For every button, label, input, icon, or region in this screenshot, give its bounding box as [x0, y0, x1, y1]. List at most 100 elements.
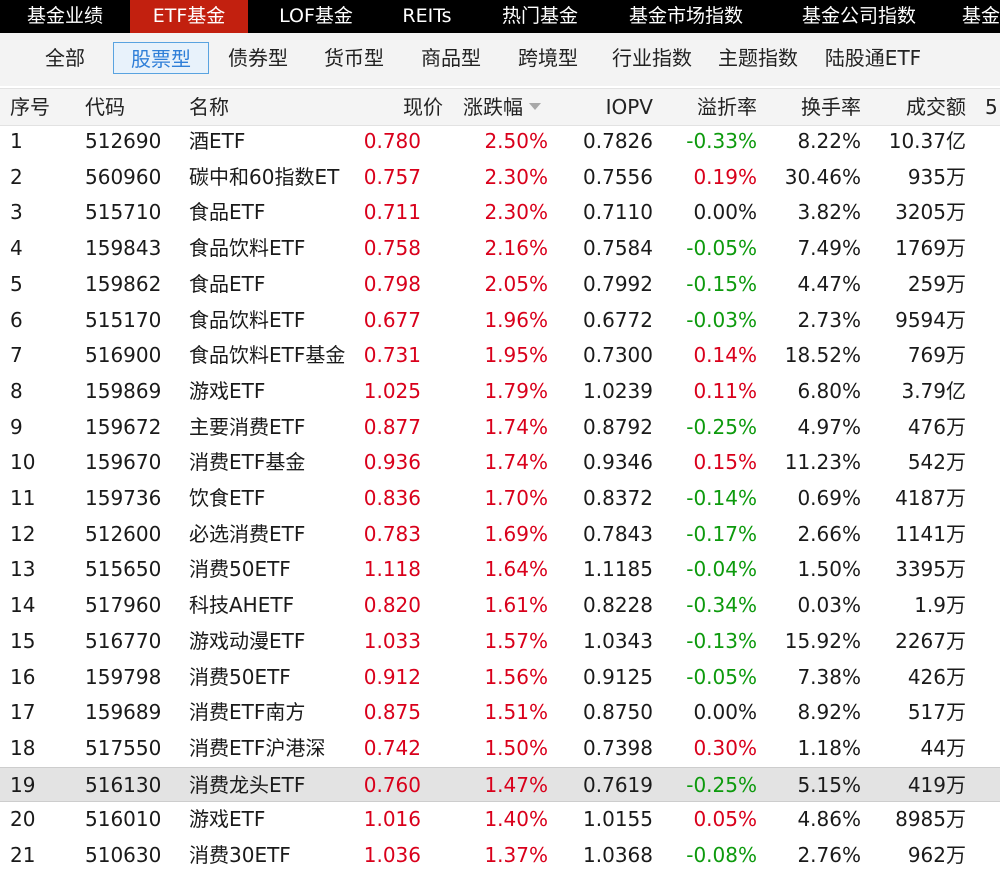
table-row[interactable]: 2 560960 碳中和60指数ET 0.757 2.30% 0.7556 0.19% 30.…	[0, 160, 1000, 196]
table-row[interactable]: 17 159689 消费ETF南方 0.875 1.51% 0.8750 0.00% 8.92…	[0, 695, 1000, 731]
table-row[interactable]: 21 510630 消费30ETF 1.036 1.37% 1.0368 -0.08% 2.7…	[0, 838, 1000, 874]
cell-name: 游戏ETF	[189, 378, 266, 403]
cell-price: 0.877	[363, 414, 421, 439]
cell-no: 10	[10, 450, 36, 475]
subtab-theme-index[interactable]: 主题指数	[718, 46, 798, 70]
cell-volume: 476万	[907, 414, 966, 439]
table-row[interactable]: 19 516130 消费龙头ETF 0.760 1.47% 0.7619 -0.25% 5.1…	[0, 766, 1000, 803]
cell-iopv: 0.7300	[583, 343, 653, 368]
cell-turnover: 1.50%	[797, 557, 861, 582]
cell-turnover: 7.38%	[797, 664, 861, 689]
col-header-name[interactable]: 名称	[189, 95, 229, 119]
table-row[interactable]: 1 512690 酒ETF 0.780 2.50% 0.7826 -0.33% 8.22% 10…	[0, 124, 1000, 160]
cell-name: 碳中和60指数ET	[189, 164, 340, 189]
cell-premium: -0.13%	[686, 628, 757, 653]
cell-price: 0.760	[363, 772, 421, 797]
table-row[interactable]: 10 159670 消费ETF基金 0.936 1.74% 0.9346 0.15% 11.2…	[0, 445, 1000, 481]
cell-iopv: 1.0343	[583, 628, 653, 653]
cell-price: 0.742	[363, 735, 421, 760]
cell-volume: 2267万	[895, 628, 966, 653]
cell-iopv: 0.8750	[583, 700, 653, 725]
cell-name: 食品饮料ETF基金	[189, 343, 346, 368]
cell-turnover: 7.49%	[797, 236, 861, 261]
cell-iopv: 0.8792	[583, 414, 653, 439]
col-header-turnover[interactable]: 换手率	[801, 95, 861, 119]
cell-premium: -0.25%	[686, 772, 757, 797]
cell-name: 消费ETF南方	[189, 700, 306, 725]
table-row[interactable]: 3 515710 食品ETF 0.711 2.30% 0.7110 0.00% 3.82% 32…	[0, 195, 1000, 231]
cell-no: 16	[10, 664, 36, 689]
col-header-premium[interactable]: 溢折率	[697, 95, 757, 119]
cell-price: 0.711	[363, 200, 421, 225]
table-row[interactable]: 7 516900 食品饮料ETF基金 0.731 1.95% 0.7300 0.14% 18.…	[0, 338, 1000, 374]
cell-iopv: 0.6772	[583, 307, 653, 332]
cell-change: 1.50%	[484, 735, 548, 760]
tab-etf-fund[interactable]: ETF基金	[130, 0, 248, 33]
cell-volume: 517万	[907, 700, 966, 725]
tab-fund-company-index[interactable]: 基金公司指数	[801, 5, 916, 27]
cell-iopv: 0.9125	[583, 664, 653, 689]
table-row[interactable]: 18 517550 消费ETF沪港深 0.742 1.50% 0.7398 0.30% 1.1…	[0, 731, 1000, 767]
table-row[interactable]: 6 515170 食品饮料ETF 0.677 1.96% 0.6772 -0.03% 2.73…	[0, 303, 1000, 339]
cell-no: 3	[10, 200, 23, 225]
cell-price: 0.731	[363, 343, 421, 368]
col-header-extra[interactable]: 5	[985, 95, 998, 119]
table-row[interactable]: 14 517960 科技AHETF 0.820 1.61% 0.8228 -0.34% 0.0…	[0, 588, 1000, 624]
cell-no: 13	[10, 557, 36, 582]
table-row[interactable]: 12 512600 必选消费ETF 0.783 1.69% 0.7843 -0.17% 2.6…	[0, 517, 1000, 553]
cell-code: 512690	[85, 129, 162, 153]
col-header-price[interactable]: 现价	[403, 95, 443, 119]
cell-code: 517550	[85, 735, 162, 760]
subtab-money[interactable]: 货币型	[324, 46, 384, 70]
table-row[interactable]: 4 159843 食品饮料ETF 0.758 2.16% 0.7584 -0.05% 7.49…	[0, 231, 1000, 267]
tab-fund-performance[interactable]: 基金业绩	[26, 5, 103, 27]
cell-turnover: 4.97%	[797, 414, 861, 439]
cell-change: 1.57%	[484, 628, 548, 653]
cell-code: 159869	[85, 378, 162, 403]
cell-price: 0.836	[363, 486, 421, 510]
col-header-iopv[interactable]: IOPV	[605, 95, 653, 119]
subtab-industry-index[interactable]: 行业指数	[612, 46, 692, 70]
tab-hot-funds[interactable]: 热门基金	[501, 5, 578, 27]
table-row[interactable]: 8 159869 游戏ETF 1.025 1.79% 1.0239 0.11% 6.80% 3.…	[0, 374, 1000, 410]
subtab-all[interactable]: 全部	[45, 46, 85, 70]
cell-premium: -0.17%	[686, 521, 757, 546]
subtab-stock[interactable]: 股票型	[113, 42, 209, 74]
table-row[interactable]: 16 159798 消费50ETF 0.912 1.56% 0.9125 -0.05% 7.3…	[0, 660, 1000, 696]
col-header-code[interactable]: 代码	[85, 95, 125, 119]
tab-fund-more[interactable]: 基金	[962, 5, 1000, 27]
table-row[interactable]: 9 159672 主要消费ETF 0.877 1.74% 0.8792 -0.25% 4.97…	[0, 410, 1000, 446]
table-row[interactable]: 11 159736 饮食ETF 0.836 1.70% 0.8372 -0.14% 0.69%…	[0, 481, 1000, 517]
cell-premium: 0.19%	[693, 164, 757, 189]
cell-iopv: 0.7398	[583, 735, 653, 760]
subtab-bond[interactable]: 债券型	[228, 46, 288, 70]
tab-lof-fund[interactable]: LOF基金	[279, 5, 353, 27]
col-header-volume[interactable]: 成交额	[906, 95, 966, 119]
cell-price: 1.025	[363, 378, 421, 403]
table-header: 序号 代码 名称 现价 涨跌幅 IOPV 溢折率 换手率 成交额 5	[0, 88, 1000, 126]
cell-iopv: 0.7992	[583, 271, 653, 296]
col-header-change-label: 涨跌幅	[463, 95, 523, 119]
table-row[interactable]: 5 159862 食品ETF 0.798 2.05% 0.7992 -0.15% 4.47% 2…	[0, 267, 1000, 303]
col-header-no[interactable]: 序号	[10, 95, 50, 119]
cell-turnover: 6.80%	[797, 378, 861, 403]
cell-name: 必选消费ETF	[189, 521, 306, 546]
cell-turnover: 11.23%	[784, 450, 861, 475]
col-header-change[interactable]: 涨跌幅	[463, 89, 563, 125]
subtab-stock-connect-etf[interactable]: 陆股通ETF	[824, 46, 922, 70]
tab-reits[interactable]: REITs	[402, 5, 452, 27]
cell-volume: 44万	[920, 735, 966, 760]
cell-turnover: 2.76%	[797, 843, 861, 867]
cell-name: 食品饮料ETF	[189, 236, 306, 261]
cell-premium: 0.00%	[693, 700, 757, 725]
tab-fund-market-index[interactable]: 基金市场指数	[628, 5, 743, 27]
table-row[interactable]: 15 516770 游戏动漫ETF 1.033 1.57% 1.0343 -0.13% 15.…	[0, 624, 1000, 660]
cell-name: 食品ETF	[189, 200, 266, 225]
table-row[interactable]: 20 516010 游戏ETF 1.016 1.40% 1.0155 0.05% 4.86% 8…	[0, 802, 1000, 838]
cell-turnover: 0.03%	[797, 593, 861, 618]
cell-code: 159736	[85, 486, 162, 510]
subtab-cross-border[interactable]: 跨境型	[518, 46, 578, 70]
table-row[interactable]: 13 515650 消费50ETF 1.118 1.64% 1.1185 -0.04% 1.5…	[0, 552, 1000, 588]
cell-no: 20	[10, 807, 36, 832]
subtab-commodity[interactable]: 商品型	[421, 46, 481, 70]
